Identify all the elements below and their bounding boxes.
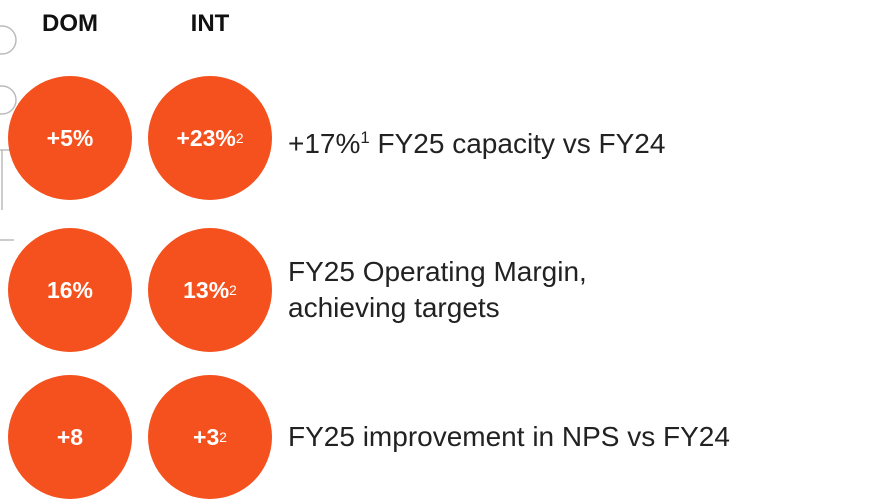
dom-circle: +5% xyxy=(8,76,132,200)
column-header: INT xyxy=(190,10,230,37)
int-circle: +3 2 xyxy=(148,375,272,499)
int-value: +23% xyxy=(176,124,236,151)
description-line: +17%1 FY25 capacity vs FY24 xyxy=(288,120,665,162)
description-line: FY25 Operating Margin, xyxy=(288,254,587,290)
dom-circle: 16% xyxy=(8,228,132,352)
description-lead: +17% xyxy=(288,128,361,160)
int-value: +3 xyxy=(193,423,220,450)
footnote-mark: 1 xyxy=(360,128,370,147)
dom-value: 16% xyxy=(46,276,94,303)
description-line: achieving targets xyxy=(288,290,587,326)
description-text: FY25 Operating Margin, xyxy=(288,256,587,287)
description-text: FY25 capacity vs FY24 xyxy=(377,128,666,160)
dom-circle: +8 xyxy=(8,375,132,499)
description: FY25 improvement in NPS vs FY24 xyxy=(288,419,730,455)
int-circle: 13% 2 xyxy=(148,228,272,352)
int-value: 13% xyxy=(183,276,230,303)
description-line: FY25 improvement in NPS vs FY24 xyxy=(288,419,730,455)
int-circle: +23% 2 xyxy=(148,76,272,200)
dom-value: +8 xyxy=(56,423,84,450)
description: FY25 Operating Margin, achieving targets xyxy=(288,254,587,326)
footnote-mark: 2 xyxy=(219,429,227,445)
dom-value: +5% xyxy=(46,124,94,151)
description: +17%1 FY25 capacity vs FY24 xyxy=(288,120,665,162)
description-text: achieving targets xyxy=(288,292,500,323)
description-text: FY25 improvement in NPS vs FY24 xyxy=(288,421,730,452)
footnote-mark: 2 xyxy=(229,282,237,298)
column-header: DOM xyxy=(42,10,98,37)
footnote-mark: 2 xyxy=(235,130,244,146)
